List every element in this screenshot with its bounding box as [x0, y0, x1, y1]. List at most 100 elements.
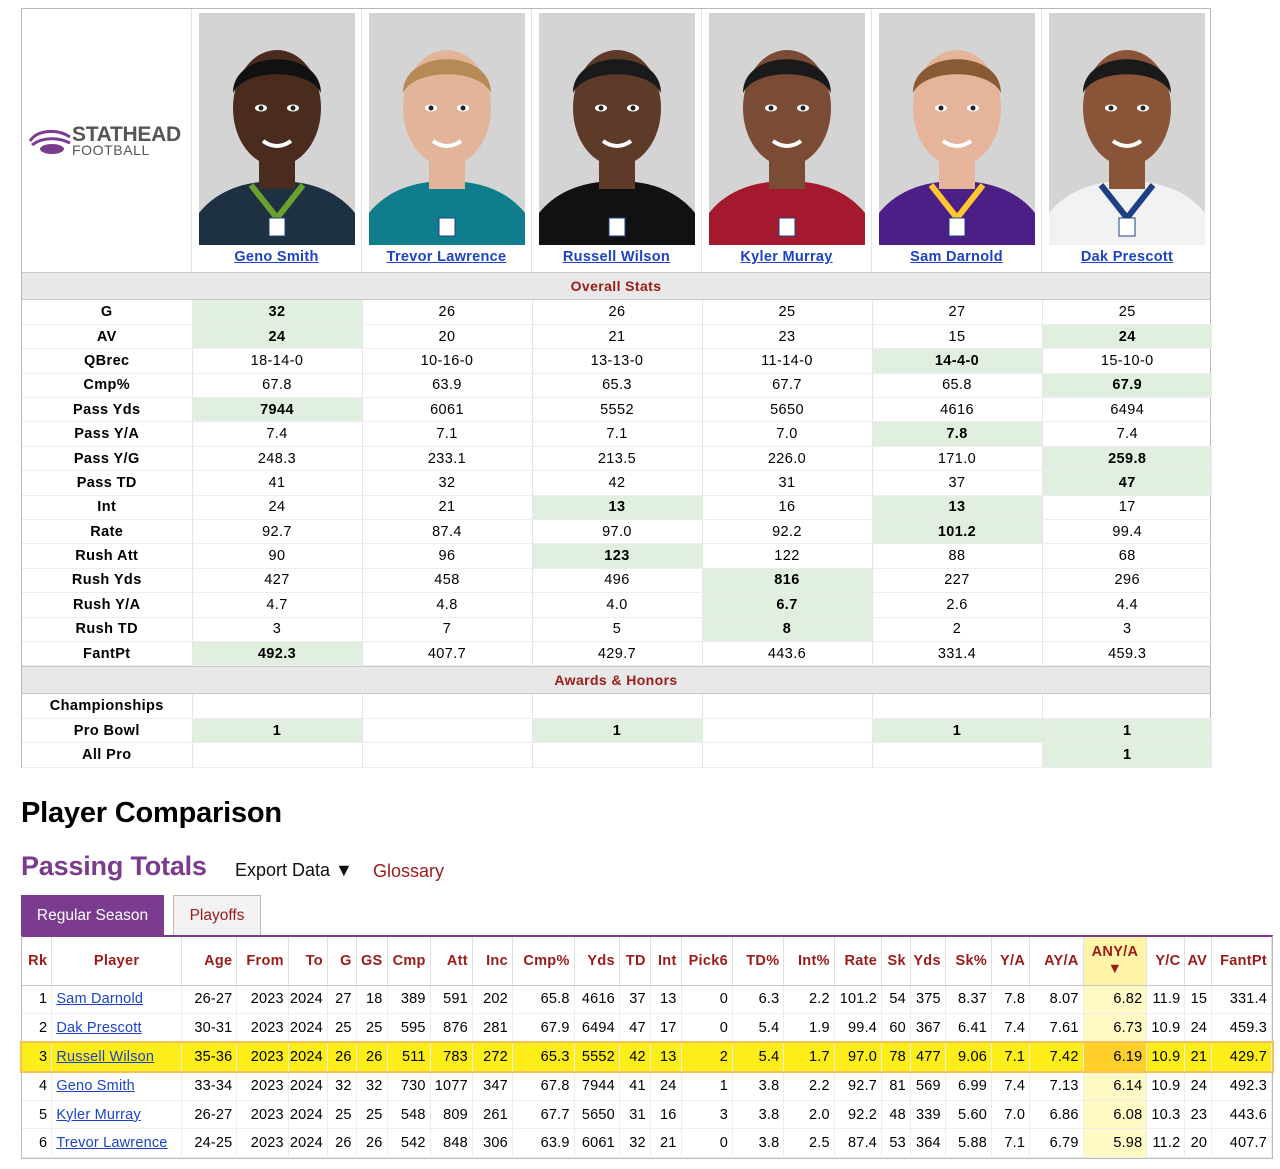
stat-value: 41 [192, 470, 363, 496]
player-link[interactable]: Dak Prescott [51, 1013, 182, 1044]
table-cell: 3.8 [732, 1128, 785, 1159]
column-header-yds-19[interactable]: Yds [910, 937, 946, 986]
player-link[interactable]: Russell Wilson [51, 1042, 182, 1072]
table-cell: 1 [22, 985, 53, 1015]
table-cell: 6.79 [1029, 1128, 1084, 1159]
logo-text-secondary: FOOTBALL [72, 142, 150, 158]
stat-value: 2.6 [872, 592, 1043, 618]
table-cell: 364 [910, 1128, 946, 1159]
stat-value: 816 [702, 568, 873, 594]
table-cell: 20 [1184, 1128, 1213, 1159]
column-header-av-25[interactable]: AV [1184, 937, 1213, 986]
stat-value: 32 [192, 300, 363, 325]
column-header-y-a-21[interactable]: Y/A [991, 937, 1031, 986]
column-header-sk-20[interactable]: Sk% [945, 937, 993, 986]
player-photo[interactable] [199, 13, 355, 245]
table-cell: 272 [472, 1042, 513, 1072]
stat-value: 8 [702, 617, 873, 642]
stat-value: 4.0 [532, 592, 703, 618]
table-cell: 32 [619, 1128, 651, 1159]
tab-playoffs[interactable]: Playoffs [173, 895, 261, 935]
column-header-pick6-14[interactable]: Pick6 [681, 937, 733, 986]
player-photo[interactable] [879, 13, 1035, 245]
stat-value: 259.8 [1042, 446, 1212, 472]
column-header-age-2[interactable]: Age [181, 937, 238, 986]
player-link[interactable]: Geno Smith [51, 1071, 182, 1101]
table-cell: 42 [619, 1042, 651, 1072]
stat-row-pass-yds: Pass Yds 7944 6061 5552 5650 4616 6494 [22, 397, 1212, 423]
awards-table: Championships Pro Bowl 1 1 1 1 All Pro 1 [22, 694, 1212, 768]
player-link[interactable]: Kyler Murray [51, 1100, 182, 1130]
player-name-link[interactable]: Geno Smith [234, 249, 319, 265]
table-cell: 809 [430, 1100, 473, 1130]
column-header-att-8[interactable]: Att [430, 937, 473, 986]
table-cell: 6.99 [945, 1071, 993, 1101]
column-header-int-13[interactable]: Int [650, 937, 682, 986]
player-name-link[interactable]: Trevor Lawrence [386, 249, 507, 265]
tab-regular-season[interactable]: Regular Season [21, 895, 164, 935]
table-cell: 63.9 [512, 1128, 575, 1159]
player-photo[interactable] [539, 13, 695, 245]
passing-totals-table: Rk Player Age From To G GS Cmp Att Inc Cmp% Yds TD In… [20, 935, 1274, 1160]
column-header-player-1[interactable]: Player [51, 937, 182, 986]
column-header-inc-9[interactable]: Inc [472, 937, 513, 986]
stat-value: 65.3 [532, 373, 703, 399]
table-cell: 8.37 [945, 985, 993, 1015]
stat-value: 1 [192, 718, 363, 744]
stat-value [702, 718, 873, 744]
table-cell: 6.08 [1083, 1100, 1148, 1130]
column-header-td-15[interactable]: TD% [732, 937, 785, 986]
stat-label: Rush TD [22, 617, 193, 642]
glossary-link[interactable]: Glossary [373, 861, 445, 881]
stat-value: 122 [702, 543, 873, 569]
player-link[interactable]: Sam Darnold [51, 985, 182, 1015]
stat-label: Cmp% [22, 373, 193, 399]
player-photo[interactable] [1049, 13, 1205, 245]
column-header-any-a-23[interactable]: ANY/A ▼ [1083, 937, 1148, 986]
logo-text-primary: STATHEAD [72, 123, 181, 146]
table-cell: 6 [22, 1128, 53, 1159]
column-header-to-4[interactable]: To [288, 937, 328, 986]
player-photo[interactable] [369, 13, 525, 245]
stat-value: 63.9 [362, 373, 533, 399]
table-cell: 13 [650, 1042, 682, 1072]
player-photo[interactable] [709, 13, 865, 245]
table-cell: 25 [327, 1100, 357, 1130]
column-header-fantpt-26[interactable]: FantPt [1211, 937, 1272, 986]
column-header-cmp-10[interactable]: Cmp% [512, 937, 575, 986]
player-name-link[interactable]: Dak Prescott [1080, 249, 1174, 265]
column-header-ay-a-22[interactable]: AY/A [1029, 937, 1084, 986]
stat-row-pass-td: Pass TD 41 32 42 31 37 47 [22, 470, 1212, 496]
stat-value: 92.2 [702, 519, 873, 545]
player-name-link[interactable]: Sam Darnold [910, 249, 1003, 265]
column-header-gs-6[interactable]: GS [356, 937, 388, 986]
table-cell: 21 [1184, 1042, 1213, 1072]
table-cell: 7.61 [1029, 1013, 1084, 1044]
table-cell: 202 [472, 985, 513, 1015]
player-column-sam-darnold: Sam Darnold [872, 9, 1042, 272]
column-header-rk-0[interactable]: Rk [22, 937, 53, 986]
stathead-football-logo[interactable]: STATHEAD FOOTBALL [28, 123, 188, 163]
player-link[interactable]: Trevor Lawrence [51, 1128, 182, 1159]
column-header-rate-17[interactable]: Rate [834, 937, 883, 986]
column-header-y-c-24[interactable]: Y/C [1146, 937, 1186, 986]
export-data-menu[interactable]: Export Data ▼ [235, 860, 353, 880]
stat-value: 37 [872, 470, 1043, 496]
table-title: Passing Totals [21, 851, 207, 881]
stat-value: 13 [532, 495, 703, 521]
column-header-from-3[interactable]: From [236, 937, 289, 986]
player-name-link[interactable]: Kyler Murray [740, 249, 833, 265]
stat-value: 31 [702, 470, 873, 496]
column-header-int-16[interactable]: Int% [783, 937, 835, 986]
column-header-yds-11[interactable]: Yds [574, 937, 620, 986]
table-cell: 492.3 [1211, 1071, 1272, 1101]
table-cell: 81 [881, 1071, 911, 1101]
column-header-cmp-7[interactable]: Cmp [387, 937, 431, 986]
column-header-sk-18[interactable]: Sk [881, 937, 911, 986]
column-header-td-12[interactable]: TD [619, 937, 651, 986]
stat-value: 6061 [362, 397, 533, 423]
player-name-link[interactable]: Russell Wilson [562, 249, 671, 265]
player-comparison-card: STATHEAD FOOTBALL Geno Smith [21, 8, 1212, 768]
table-cell: 5.4 [732, 1013, 785, 1044]
column-header-g-5[interactable]: G [327, 937, 357, 986]
